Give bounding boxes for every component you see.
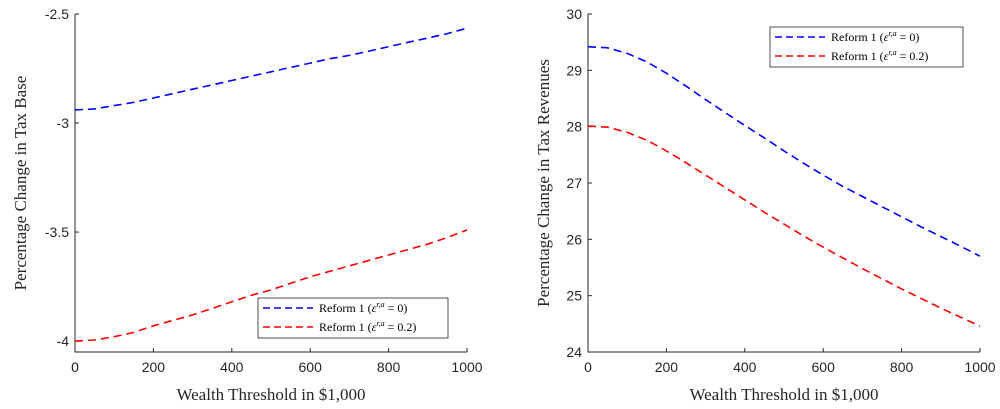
- y-tick-group: 24 25 26 27 28 29 30: [566, 6, 592, 360]
- x-tick-label: 400: [733, 359, 757, 375]
- x-axis-label: Wealth Threshold in $1,000: [689, 385, 878, 404]
- legend-label-series-1: Reform 1 (εr,a = 0): [831, 29, 919, 44]
- y-tick-label: 25: [566, 288, 582, 304]
- x-tick-label: 800: [377, 359, 401, 375]
- series-group: [587, 45, 981, 327]
- x-tick-label: 1000: [964, 359, 995, 375]
- y-axis-label: Percentage Change in Tax Revenues: [534, 59, 553, 307]
- legend-box: [769, 26, 964, 68]
- y-axis-label: Percentage Change in Tax Base: [11, 76, 30, 291]
- x-tick-label: 200: [655, 359, 679, 375]
- x-tick-label: 0: [584, 359, 592, 375]
- y-tick-label: -3.5: [45, 224, 69, 240]
- legend: Reform 1 (εr,a = 0) Reform 1 (εr,a = 0.2…: [257, 297, 449, 339]
- y-tick-label: 24: [566, 344, 582, 360]
- x-tick-group: 0 200 400 600 800 1000: [584, 348, 996, 375]
- y-tick-group: -2.5 -3 -3.5 -4: [45, 6, 79, 349]
- x-tick-label: 800: [890, 359, 914, 375]
- y-tick-label: -3: [57, 115, 70, 131]
- legend-label-series-1: Reform 1 (εr,a = 0): [319, 300, 407, 315]
- legend-label-series-2: Reform 1 (εr,a = 0.2): [831, 48, 928, 63]
- y-tick-label: 30: [566, 6, 582, 22]
- legend: Reform 1 (εr,a = 0) Reform 1 (εr,a = 0.2…: [769, 26, 964, 68]
- x-tick-label: 600: [299, 359, 323, 375]
- y-tick-label: 28: [566, 119, 582, 135]
- x-tick-group: 0 200 400 600 800 1000: [71, 348, 483, 375]
- tax-revenues-chart: 24 25 26 27 28 29 30 0 200 400 600 800 1000 Wealth …: [534, 6, 996, 404]
- x-tick-label: 0: [71, 359, 79, 375]
- y-tick-label: 29: [566, 62, 582, 78]
- series-line-2: [587, 125, 981, 327]
- series-line-1: [74, 27, 468, 111]
- legend-label-series-2: Reform 1 (εr,a = 0.2): [319, 319, 416, 334]
- y-tick-label: 26: [566, 231, 582, 247]
- legend-box: [257, 297, 449, 339]
- series-group: [74, 27, 468, 342]
- series-line-2: [74, 229, 468, 342]
- x-axis-label: Wealth Threshold in $1,000: [176, 385, 365, 404]
- y-tick-label: -2.5: [45, 6, 69, 22]
- x-tick-label: 600: [812, 359, 836, 375]
- x-tick-label: 200: [142, 359, 166, 375]
- tax-base-chart: -2.5 -3 -3.5 -4 0 200 400 600 800 1000 Wealth Th…: [11, 6, 483, 404]
- series-line-1: [587, 45, 981, 257]
- x-tick-label: 400: [220, 359, 244, 375]
- y-tick-label: -4: [57, 333, 70, 349]
- y-tick-label: 27: [566, 175, 582, 191]
- x-tick-label: 1000: [451, 359, 482, 375]
